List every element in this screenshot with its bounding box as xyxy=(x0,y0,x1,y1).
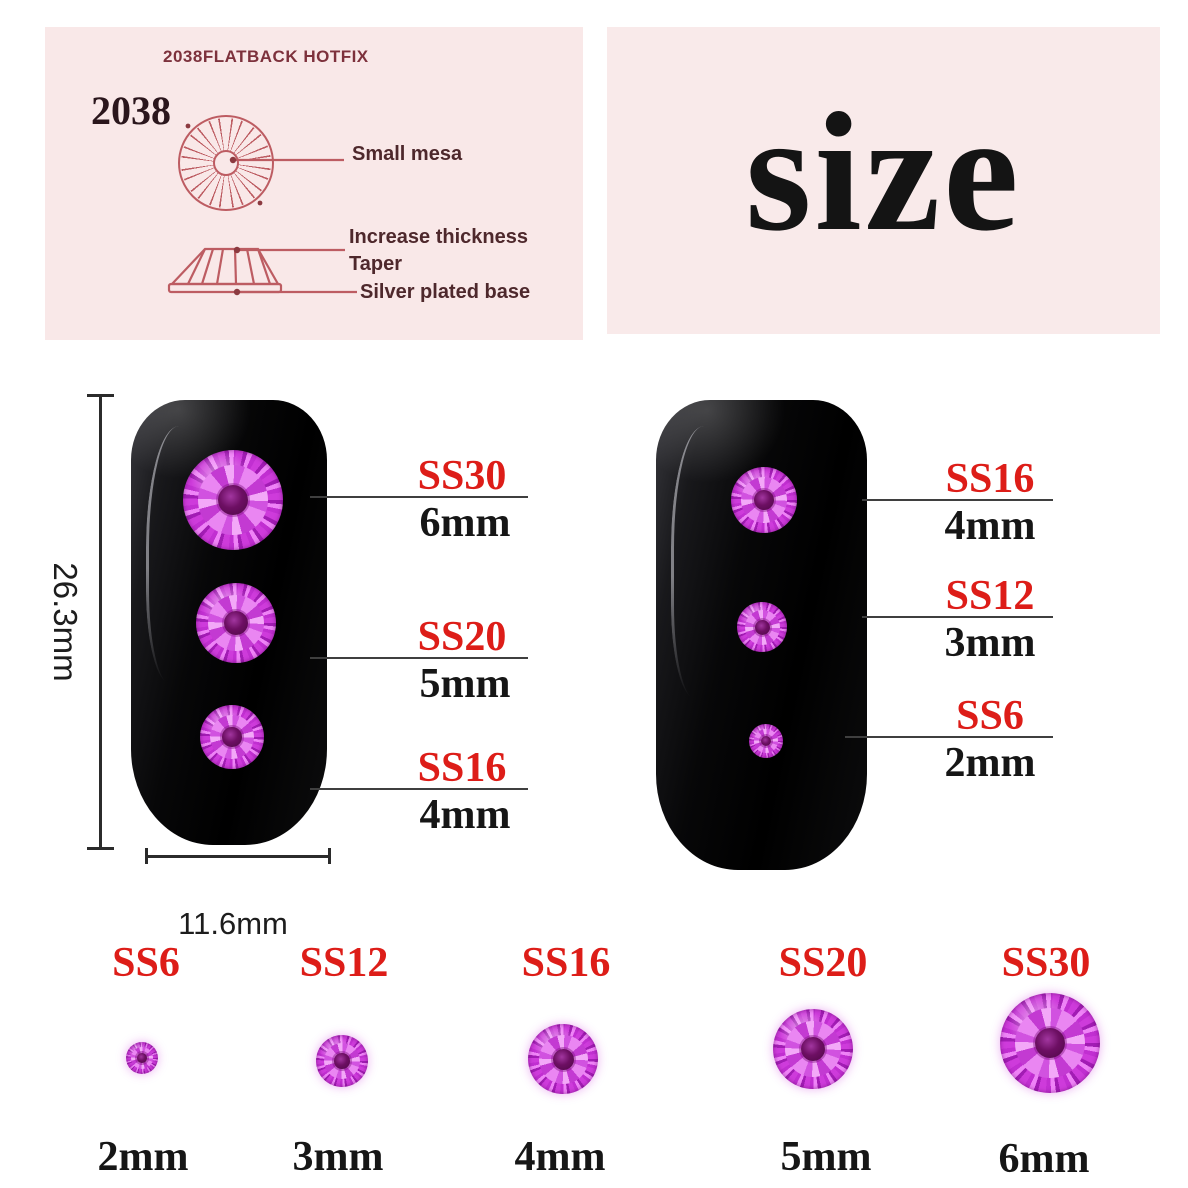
label-taper: Taper xyxy=(349,253,402,275)
rhinestone-right-ss12 xyxy=(737,602,787,652)
chart-stone-ss20 xyxy=(773,1009,853,1089)
model-number: 2038 xyxy=(91,88,171,133)
chart-size-ss20: 5mm xyxy=(780,1134,872,1180)
callout-code-ss20: SS20 xyxy=(417,614,507,660)
callout-line-ss20 xyxy=(310,657,528,659)
chart-code-ss30: SS30 xyxy=(1001,940,1091,986)
label-increase-thickness: Increase thickness xyxy=(349,226,528,248)
width-measure-tick-right xyxy=(328,848,331,864)
chart-stone-ss12 xyxy=(316,1035,368,1087)
callout-line-ss30 xyxy=(310,496,528,498)
label-small-mesa: Small mesa xyxy=(352,143,463,165)
chart-code-ss16: SS16 xyxy=(521,940,611,986)
width-measure-line xyxy=(145,855,331,858)
rhinestone-right-ss16 xyxy=(731,467,797,533)
chart-size-ss12: 3mm xyxy=(292,1134,384,1180)
rhinestone-left-ss20 xyxy=(196,583,276,663)
callout-code-ss30: SS30 xyxy=(417,453,507,499)
chart-code-ss20: SS20 xyxy=(778,940,868,986)
chart-stone-ss16 xyxy=(528,1024,598,1094)
top-view-hub xyxy=(213,150,239,176)
size-card: size xyxy=(607,27,1160,334)
rhinestone-right-ss6 xyxy=(749,724,783,758)
callout-line-ss16-right xyxy=(862,499,1053,501)
callout-size-ss12: 3mm xyxy=(944,620,1036,666)
label-silver-plated-base: Silver plated base xyxy=(360,281,531,303)
chart-stone-ss30 xyxy=(1000,993,1100,1093)
callout-size-ss6: 2mm xyxy=(944,740,1036,786)
width-label: 11.6mm xyxy=(178,906,288,941)
chart-size-ss30: 6mm xyxy=(998,1136,1090,1182)
length-measure-tick-top xyxy=(87,394,114,397)
size-title: size xyxy=(745,77,1022,266)
length-label: 26.3mm xyxy=(47,562,84,682)
spec-card-title: 2038FLATBACK HOTFIX xyxy=(163,47,369,66)
chart-size-ss16: 4mm xyxy=(514,1134,606,1180)
spec-card: 2038FLATBACK HOTFIX 2038 xyxy=(45,27,583,340)
callout-size-ss20: 5mm xyxy=(419,661,511,707)
chart-code-ss12: SS12 xyxy=(299,940,389,986)
callout-size-ss16-left: 4mm xyxy=(419,792,511,838)
length-measure-tick-bottom xyxy=(87,847,114,850)
callout-line-ss16-left xyxy=(310,788,528,790)
callout-code-ss6: SS6 xyxy=(956,693,1024,739)
callout-code-ss16-right: SS16 xyxy=(945,456,1035,502)
top-view-diagram xyxy=(178,115,274,211)
callout-code-ss16-left: SS16 xyxy=(417,745,507,791)
callout-line-ss12 xyxy=(862,616,1053,618)
side-view-diagram xyxy=(167,123,357,296)
chart-stone-ss6 xyxy=(126,1042,158,1074)
chart-size-ss6: 2mm xyxy=(97,1134,189,1180)
width-measure-tick-left xyxy=(145,848,148,864)
callout-code-ss12: SS12 xyxy=(945,573,1035,619)
callout-line-ss6 xyxy=(845,736,1053,738)
rhinestone-left-ss16 xyxy=(200,705,264,769)
callout-size-ss30: 6mm xyxy=(419,500,511,546)
rhinestone-left-ss30 xyxy=(183,450,283,550)
chart-code-ss6: SS6 xyxy=(112,940,180,986)
length-measure-line xyxy=(99,395,102,850)
callout-size-ss16-right: 4mm xyxy=(944,503,1036,549)
